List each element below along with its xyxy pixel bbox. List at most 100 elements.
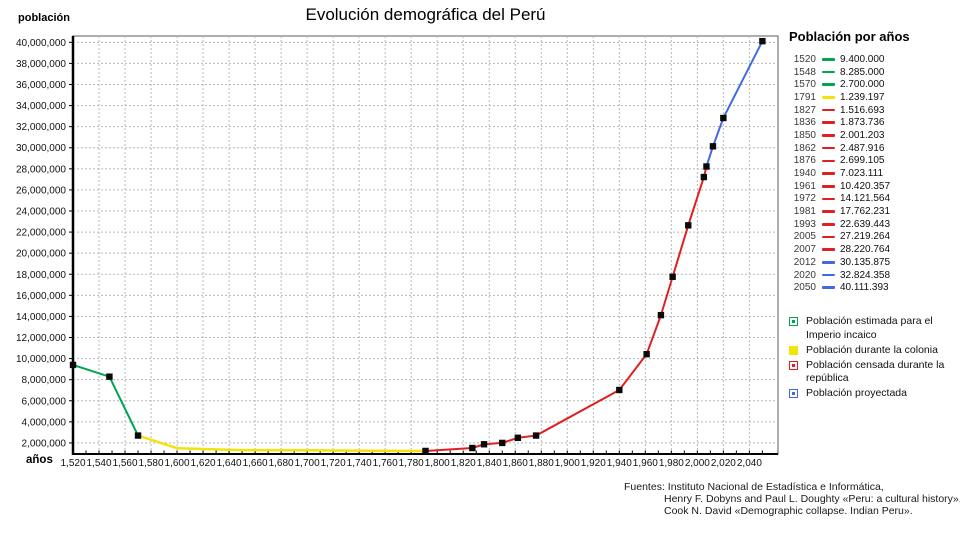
y-tick-label: 24,000,000 [16,207,66,218]
x-tick-label: 1,760 [373,458,398,469]
legend-category-icon [789,317,798,326]
legend-year: 2050 [793,282,816,294]
x-tick-label: 1,920 [581,458,606,469]
x-tick-label: 1,700 [295,458,320,469]
legend-category-icon [789,360,798,370]
y-tick-label: 6,000,000 [22,396,67,407]
legend-value: 1.239.197 [840,91,885,103]
legend-color-dash [822,121,835,125]
legend-category-dot [792,363,795,367]
legend-color-dash [822,172,835,175]
data-point-marker [422,447,429,455]
legend-year: 1862 [793,142,816,154]
legend-year: 1940 [793,168,816,180]
legend-color-dash [822,70,835,74]
legend-color-dash [822,146,835,150]
legend-year: 1993 [793,218,816,230]
x-tick-label: 1,780 [399,458,424,469]
x-axis-title: años [26,454,53,466]
legend-category-icon [789,389,798,398]
series-segment [108,375,140,437]
legend-color-dash [822,184,835,188]
source-line: Fuentes: Instituto Nacional de Estadísti… [624,481,884,493]
legend-year-row: 1972 14.121.564 [789,193,954,206]
y-tick-label: 4,000,000 [22,417,67,428]
legend-year: 1876 [793,155,816,167]
data-point-marker [709,143,717,150]
legend-color-dash [822,58,835,61]
y-tick-label: 16,000,000 [16,291,66,302]
legend-color-dash [822,96,835,99]
legend-year-row: 1791 1.239.197 [789,91,954,104]
legend-year: 1961 [793,180,816,192]
data-point-marker [685,222,692,229]
x-tick-label: 1,580 [139,458,164,469]
legend-category-label: Población durante la colonia [806,343,938,356]
y-tick-label: 12,000,000 [16,333,66,344]
legend-year: 1791 [793,91,816,103]
legend-year: 2012 [793,256,816,268]
source-line: Henry F. Dobyns and Paul L. Doughty «Per… [664,493,960,505]
legend-years-rows: 1520 9.400.000 1548 8.285.000 1570 2.700.000 1… [789,53,954,294]
data-point-marker [720,114,727,122]
legend-color-dash [822,286,835,290]
x-tick-label: 2,020 [711,458,736,469]
legend-categories: Población estimada para el Imperio incai… [789,315,959,402]
y-tick-label: 2,000,000 [22,438,67,449]
data-point-marker [69,361,77,369]
legend-color-dash [822,248,835,251]
legend-year-row: 1961 10.420.357 [789,180,954,193]
series-segment [175,446,244,452]
legend-color-dash [822,134,835,137]
legend-year: 1520 [793,53,816,65]
data-point-marker [700,173,708,181]
y-tick-label: 36,000,000 [16,80,66,91]
y-axis-title: población [18,12,70,24]
x-tick-label: 1,860 [503,458,528,469]
legend-years-panel: Población por años 1520 9.400.000 1548 8.28… [789,29,954,294]
legend-year: 2005 [793,231,816,243]
legend-value: 14.121.564 [840,193,891,205]
legend-year-row: 1876 2.699.105 [789,155,954,168]
legend-year: 1827 [793,104,816,116]
legend-category-label: Población estimada para el Imperio incai… [806,315,933,341]
data-point-marker [134,432,142,439]
legend-color-dash [822,108,835,112]
legend-year-row: 2020 32.824.358 [789,269,954,282]
x-tick-label: 1,680 [269,458,294,469]
y-tick-label: 8,000,000 [22,375,67,386]
sources: Fuentes: Instituto Nacional de Estadísti… [624,481,960,517]
series-segment [618,353,648,391]
x-tick-label: 1,560 [113,458,138,469]
legend-value: 28.220.764 [840,244,891,256]
legend-year-row: 2005 27.219.264 [789,231,954,244]
legend-year-row: 1993 22.639.443 [789,218,954,231]
data-point-marker [657,311,665,319]
data-point-marker [703,163,710,170]
y-tick-label: 34,000,000 [16,101,66,112]
y-tick-label: 10,000,000 [16,354,66,365]
legend-category-dot [792,320,795,323]
legend-year: 1836 [793,117,816,129]
legend-year-row: 1850 2.001.203 [789,129,954,142]
series-segment [645,314,662,356]
legend-value: 2.487.916 [840,142,885,154]
legend-category-label: Población proyectada [806,387,907,399]
x-tick-label: 1,900 [555,458,580,469]
x-tick-label: 1,540 [86,458,111,469]
legend-value: 7.023.111 [840,168,884,180]
y-tick-label: 18,000,000 [16,270,66,281]
data-point-marker [499,439,506,447]
legend-year: 2007 [793,244,816,256]
legend-year: 1548 [793,66,816,78]
data-point-marker [469,444,476,452]
series-segment [705,145,714,168]
legend-value: 40.111.393 [840,282,889,294]
x-tick-label: 1,960 [633,458,658,469]
x-tick-label: 1,740 [347,458,372,469]
legend-year-row: 1827 1.516.693 [789,104,954,117]
legend-category-dot [792,392,795,395]
legend-color-dash [822,197,835,201]
data-point-marker [532,432,540,439]
y-tick-label: 22,000,000 [16,228,66,239]
